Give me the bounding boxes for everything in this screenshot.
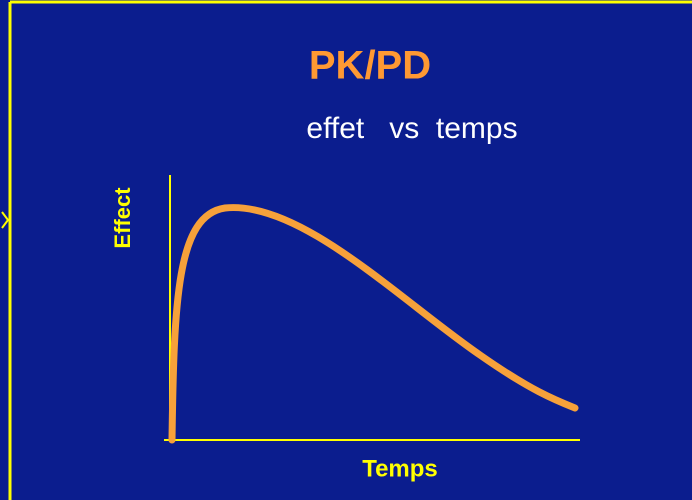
x-axis-label: Temps [362,455,438,482]
title: PK/PD [309,44,431,88]
y-axis-label: Effect [110,187,135,249]
effect-curve [168,204,579,444]
subtitle: effet vs temps [306,112,517,145]
left-arrow [1,211,10,229]
